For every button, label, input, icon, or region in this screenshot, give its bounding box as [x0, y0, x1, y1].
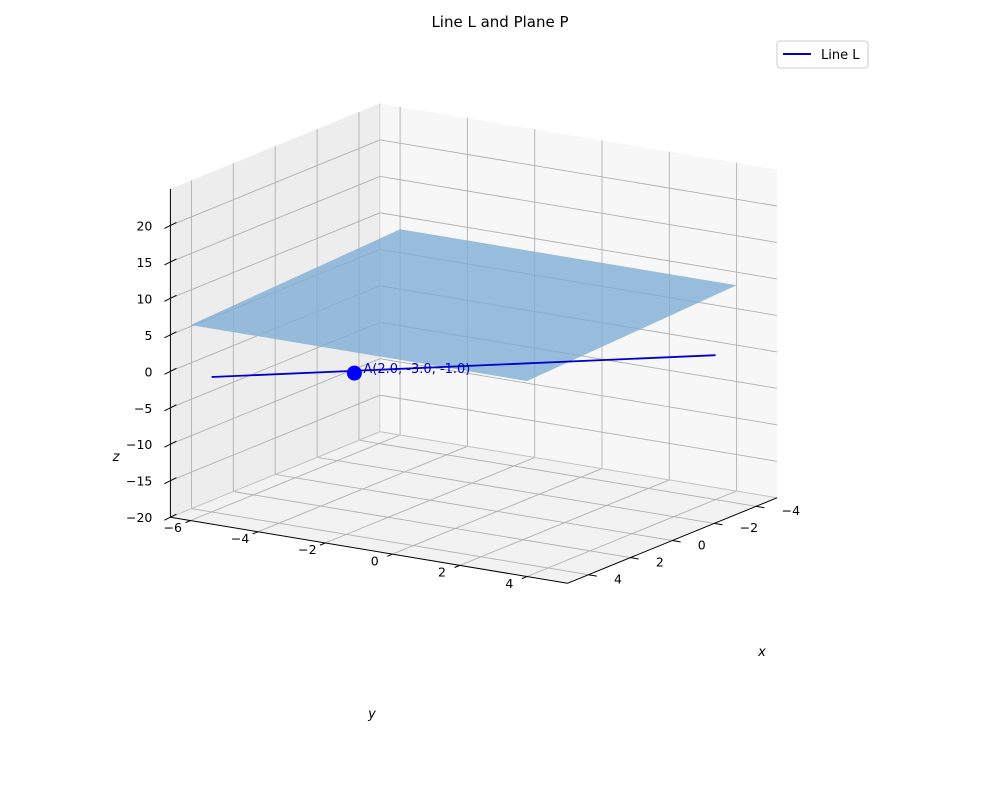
x-gridline-floor — [233, 491, 631, 559]
z-gridline-back — [379, 358, 778, 426]
z-tick-mark — [164, 221, 177, 229]
y-gridline-floor — [526, 490, 737, 577]
z-tick-mark — [164, 367, 177, 375]
z-tick-mark — [164, 477, 177, 485]
legend: Line L — [776, 40, 869, 69]
y-gridline-floor — [190, 434, 401, 521]
z-gridline-side — [170, 139, 381, 226]
z-tick-label: 15 — [136, 255, 152, 270]
z-tick-mark — [164, 513, 177, 521]
y-tick-mark — [319, 542, 326, 546]
z-tick-mark — [164, 440, 177, 448]
x-gridline-floor — [317, 456, 715, 524]
z-gridline-side — [170, 394, 381, 482]
x-tick-label: −4 — [782, 503, 800, 518]
y-tick-label: −4 — [231, 531, 249, 546]
z-gridline-side — [170, 175, 381, 263]
plot-elements: A(2.0, -3.0, -1.0) — [190, 229, 737, 381]
x-tick-mark — [588, 574, 597, 577]
y-gridline-floor — [257, 445, 468, 533]
pane-edge — [170, 431, 381, 518]
point-a-label: A(2.0, -3.0, -1.0) — [363, 362, 470, 377]
chart-title: Line L and Plane P — [431, 13, 568, 31]
z-tick-label: −20 — [126, 510, 152, 525]
y-gridline-floor — [459, 479, 670, 566]
x-axis-label: x — [757, 645, 766, 660]
plane-p — [190, 229, 737, 381]
x-tick-mark — [755, 505, 765, 509]
z-gridline-back — [379, 212, 778, 280]
y-tick-mark — [454, 564, 460, 568]
y-tick-label: 4 — [505, 576, 513, 591]
z-tick-mark — [164, 404, 177, 412]
z-gridline-side — [170, 212, 381, 299]
x-gridline-floor — [358, 439, 757, 507]
y-axis-line — [170, 516, 568, 584]
y-tick-mark — [185, 520, 191, 524]
z-tick-label: 5 — [144, 328, 152, 343]
line-l — [211, 354, 716, 378]
y-tick-label: −2 — [298, 542, 316, 557]
x-tick-label: 2 — [656, 554, 664, 569]
point-a-marker — [346, 365, 362, 381]
y-gridline-floor — [325, 457, 535, 544]
z-gridline-back — [379, 175, 778, 243]
x-gridline-floor — [275, 473, 673, 541]
y-gridline-floor — [392, 468, 603, 555]
z-tick-label: 10 — [136, 291, 152, 306]
y-tick-mark — [387, 553, 393, 557]
z-tick-label: 0 — [144, 364, 152, 379]
y-tick-label: 2 — [438, 565, 446, 580]
z-tick-label: −5 — [134, 401, 152, 416]
x-tick-label: −2 — [740, 520, 758, 535]
y-tick-label: 0 — [371, 553, 379, 568]
tick-marks — [164, 221, 765, 580]
z-tick-mark — [164, 258, 177, 266]
legend-box — [776, 40, 869, 69]
z-gridline-back — [379, 394, 778, 462]
legend-entry-line-l: Line L — [821, 48, 860, 63]
x-gridline-floor — [191, 508, 589, 576]
pane-edge — [379, 431, 778, 499]
z-gridline-side — [170, 358, 381, 445]
x-tick-label: 4 — [614, 572, 622, 587]
z-tick-label: 20 — [136, 218, 152, 233]
y-tick-label: −6 — [164, 520, 182, 535]
x-tick-mark — [630, 557, 639, 560]
y-axis-label: y — [367, 707, 376, 722]
z-gridline-back — [379, 139, 778, 207]
z-tick-label: −10 — [126, 437, 152, 452]
x-tick-mark — [672, 540, 681, 543]
z-tick-label: −15 — [126, 474, 152, 489]
z-tick-mark — [164, 331, 177, 339]
z-axis-label: z — [112, 450, 121, 465]
z-tick-mark — [164, 294, 177, 302]
x-tick-label: 0 — [698, 537, 706, 552]
y-tick-mark — [521, 576, 528, 580]
y-tick-mark — [252, 531, 259, 535]
x-tick-mark — [714, 522, 723, 526]
